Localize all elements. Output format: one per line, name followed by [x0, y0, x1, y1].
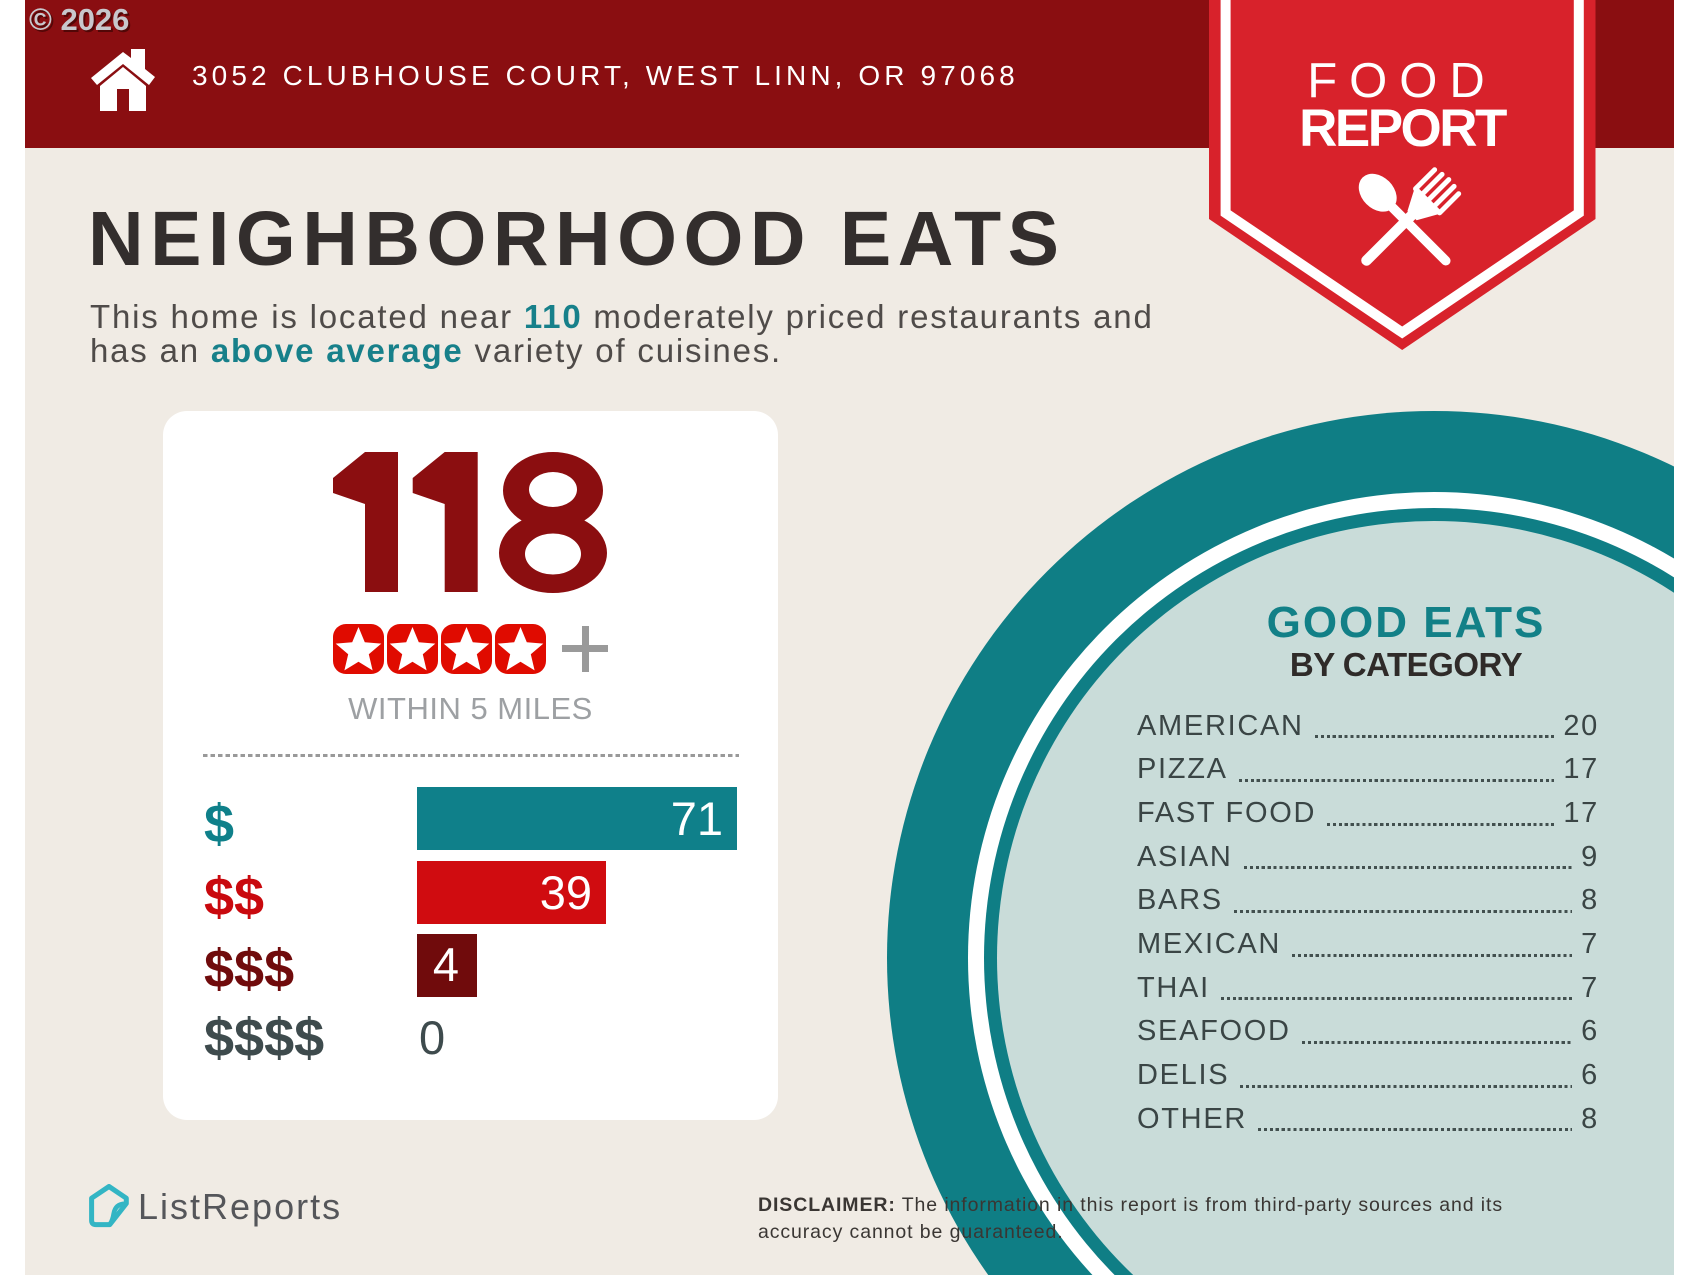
svg-text:FOOD: FOOD: [1307, 54, 1497, 108]
svg-text:REPORT: REPORT: [1299, 99, 1507, 158]
